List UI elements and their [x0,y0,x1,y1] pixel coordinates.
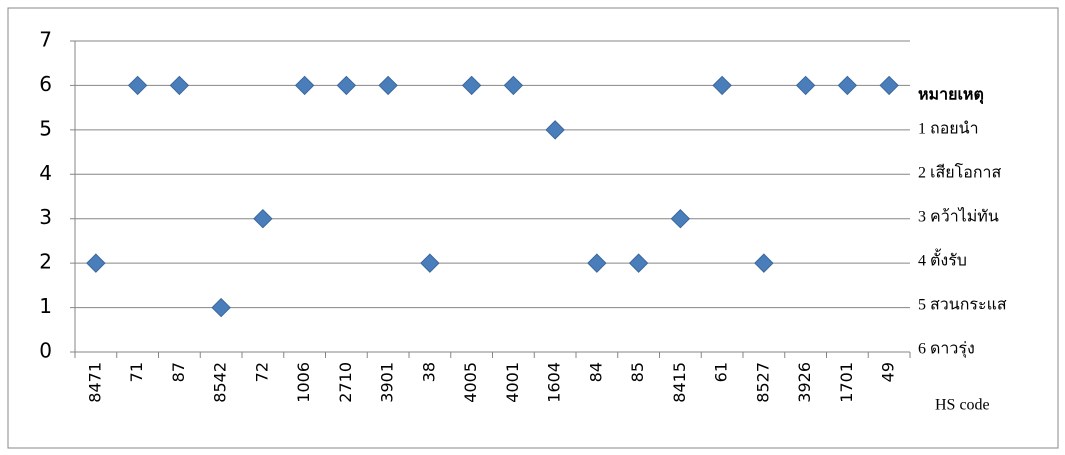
x-tick-label: 1604 [545,362,564,403]
chart-frame [7,7,1059,449]
marker [169,75,190,96]
x-tick-label: 4001 [503,362,522,403]
y-tick-label: 7 [39,28,52,52]
marker [253,209,273,229]
x-axis-label: HS code [935,397,990,414]
x-tick-label: 72 [252,362,271,382]
y-tick-label: 4 [39,161,52,185]
y-tick-label: 1 [39,294,52,318]
marker [336,75,357,96]
note: 3 คว้าไม่ทัน [918,207,999,226]
y-tick-label: 6 [39,72,52,96]
x-tick-label: 8527 [753,362,772,403]
x-tick-label: 8415 [670,362,689,403]
marker [754,253,774,273]
note: 6 ดาวรุ่ง [918,341,975,359]
x-tick-label: 49 [879,362,898,382]
marker [795,75,816,96]
marker [628,253,649,273]
marker [503,75,524,96]
x-tick-label: 71 [127,362,146,382]
y-tick-label: 3 [39,205,52,229]
x-tick-label: 38 [419,362,438,382]
marker [587,253,607,273]
x-tick-label: 87 [169,362,188,382]
note: 1 ถอยนำ [918,121,979,138]
x-tick-label: 85 [628,362,647,382]
marker [294,75,315,96]
x-tick-label: 3901 [378,362,397,403]
marker [712,75,732,96]
marker [670,209,691,229]
x-tick-label: 1701 [837,362,856,403]
note: 5 สวนกระแส [918,297,1007,314]
x-tick-label: 4005 [461,362,480,403]
x-tick-label: 3926 [795,362,814,403]
marker [420,253,440,273]
note: 2 เสียโอกาส [918,163,1001,182]
marker [837,75,858,96]
notes-title: หมายเหตุ [918,87,984,105]
marker [211,297,231,318]
x-tick-label: 2710 [336,362,355,403]
y-tick-label: 5 [39,116,52,140]
marker [378,75,398,96]
x-tick-label: 8471 [85,362,104,403]
x-tick-label: 1006 [294,362,313,403]
marker [86,253,106,273]
y-tick-label: 2 [39,250,52,274]
marker [461,75,482,96]
note: 4 ตั้งรับ [918,249,967,270]
x-tick-label: 84 [586,362,605,382]
marker [127,75,148,96]
x-tick-label: 61 [712,362,731,382]
y-tick-label: 0 [39,339,52,363]
x-tick-label: 8542 [211,362,230,403]
marker [879,75,899,96]
marker [545,120,565,140]
